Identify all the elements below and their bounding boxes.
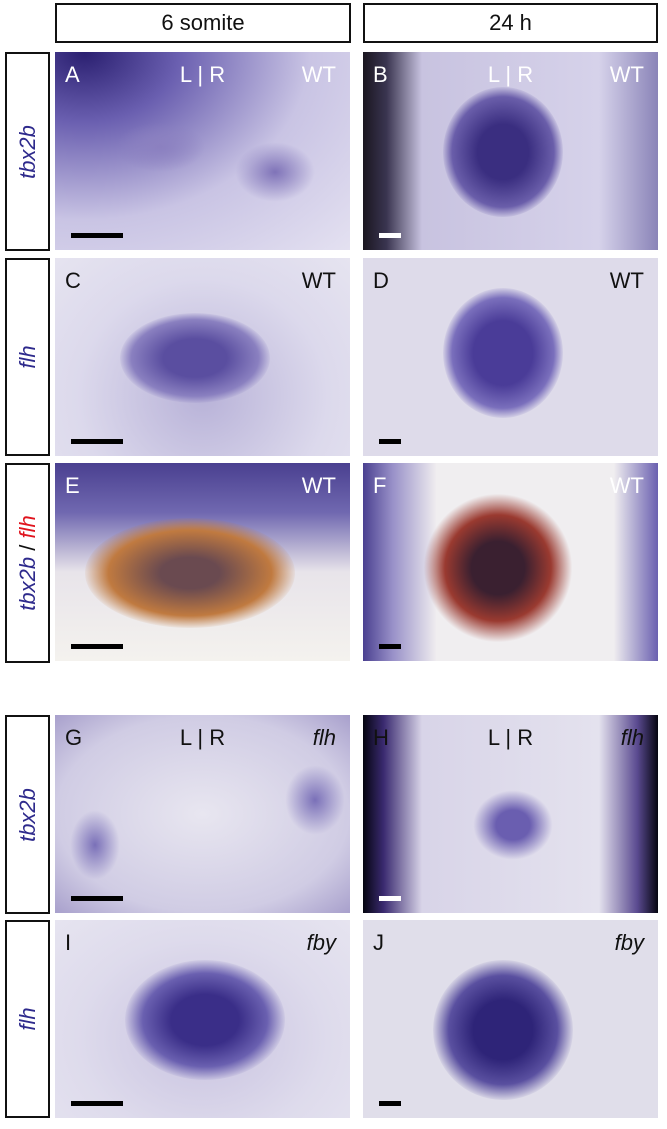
panel-e: E WT	[55, 463, 350, 661]
panel-letter: C	[65, 268, 81, 293]
expression-signal	[70, 810, 120, 880]
genotype-label: fby	[306, 930, 336, 955]
scale-bar	[379, 644, 401, 649]
label-tbx2b: tbx2b	[14, 556, 40, 611]
left-right-label: L | R	[179, 725, 226, 750]
column-header-6-somite: 6 somite	[55, 3, 351, 43]
row-label-text: tbx2b	[14, 124, 40, 179]
panel-letter: A	[65, 62, 80, 87]
row-label-text: tbx2b	[14, 787, 40, 842]
expression-signal	[235, 142, 315, 202]
scale-bar	[379, 1101, 401, 1106]
scale-bar	[379, 896, 401, 901]
panel-f: F WT	[363, 463, 658, 661]
genotype-label: WT	[609, 268, 644, 293]
scale-bar	[71, 439, 123, 444]
panel-letter: I	[65, 930, 72, 955]
scale-bar	[379, 439, 401, 444]
expression-signal	[285, 765, 345, 835]
panel-h: H L | R flh	[363, 715, 658, 913]
row-label-tbx2b: tbx2b	[5, 52, 50, 251]
row-label-text: tbx2b / flh	[15, 515, 41, 610]
left-right-label: L | R	[179, 62, 226, 87]
expression-signal	[115, 122, 205, 172]
genotype-label: WT	[301, 473, 336, 498]
genotype-label: WT	[609, 62, 644, 87]
panel-g: G L | R flh	[55, 715, 350, 913]
panel-letter: J	[373, 930, 384, 955]
panel-a: A L | R WT	[55, 52, 350, 250]
label-slash: /	[14, 538, 40, 557]
scale-bar	[71, 644, 123, 649]
left-right-label: L | R	[487, 62, 534, 87]
scale-bar	[71, 1101, 123, 1106]
panel-c: C WT	[55, 258, 350, 456]
scale-bar	[71, 896, 123, 901]
expression-signal	[423, 493, 573, 643]
expression-signal	[443, 87, 563, 217]
panel-letter: H	[373, 725, 389, 750]
genotype-label: WT	[301, 268, 336, 293]
row-label-text: flh	[14, 345, 40, 369]
row-label-flh: flh	[5, 258, 50, 456]
row-label-text: flh	[14, 1007, 40, 1031]
expression-signal	[443, 288, 563, 418]
expression-signal	[125, 960, 285, 1080]
expression-signal	[473, 790, 553, 860]
panel-letter: G	[65, 725, 83, 750]
genotype-label: flh	[620, 725, 644, 750]
genotype-label: WT	[301, 62, 336, 87]
left-right-label: L | R	[487, 725, 534, 750]
panel-b: B L | R WT	[363, 52, 658, 250]
label-flh: flh	[14, 515, 40, 539]
panel-letter: F	[373, 473, 387, 498]
row-label-flh-mutant: flh	[5, 920, 50, 1118]
scale-bar	[71, 233, 123, 238]
panel-letter: B	[373, 62, 388, 87]
expression-signal	[120, 313, 270, 403]
expression-signal	[85, 518, 295, 628]
genotype-label: fby	[614, 930, 644, 955]
row-label-tbx2b-mutant: tbx2b	[5, 715, 50, 914]
panel-letter: D	[373, 268, 389, 293]
genotype-label: flh	[312, 725, 336, 750]
scale-bar	[379, 233, 401, 238]
panel-d: D WT	[363, 258, 658, 456]
genotype-label: WT	[609, 473, 644, 498]
panel-letter: E	[65, 473, 80, 498]
expression-signal	[433, 960, 573, 1100]
panel-i: I fby	[55, 920, 350, 1118]
row-label-tbx2b-flh: tbx2b / flh	[5, 463, 50, 663]
column-header-24h: 24 h	[363, 3, 658, 43]
panel-j: J fby	[363, 920, 658, 1118]
